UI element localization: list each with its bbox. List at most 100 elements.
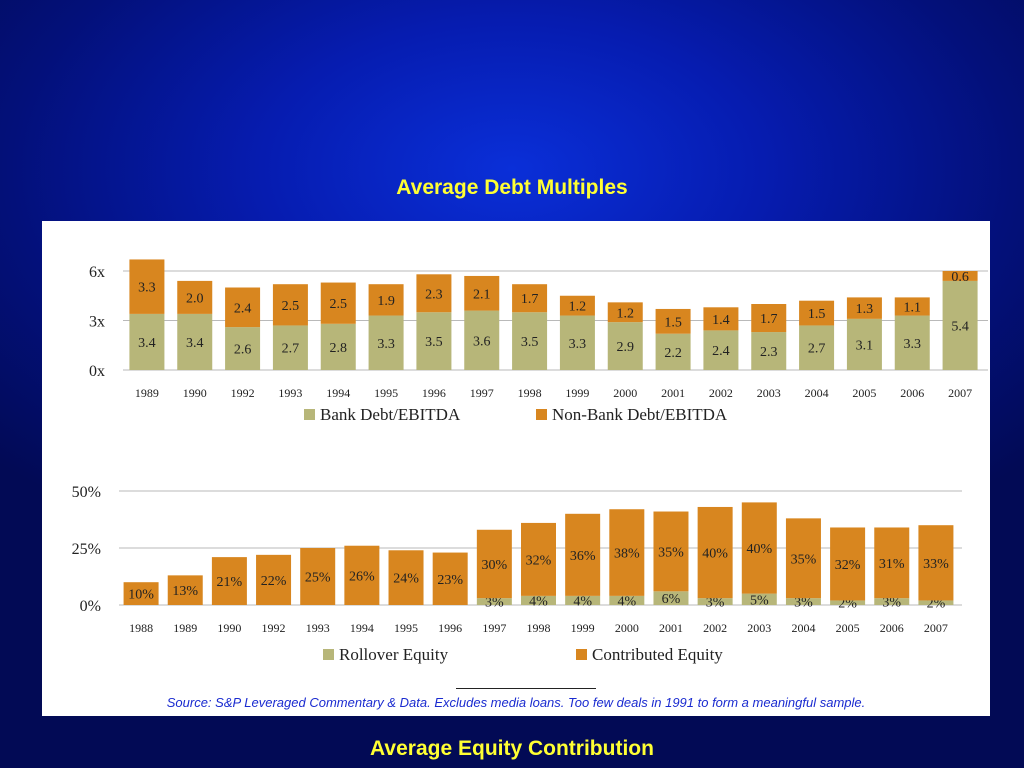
data-label: 2.4	[234, 301, 252, 316]
data-label: 40%	[746, 542, 772, 557]
chart-panel: 0x 3x 6x 3.4 3.3 1989 3.4 2.0 1990 2.6 2.4 1992 2.7 2…	[42, 221, 990, 716]
bar-segment	[300, 548, 336, 605]
data-label: 1.7	[760, 312, 778, 327]
bar-segment	[464, 275, 500, 311]
bar-segment	[942, 280, 978, 370]
bar-segment	[697, 506, 733, 599]
x-tick-label: 1996	[422, 386, 446, 400]
legend-swatch	[304, 409, 315, 420]
bar-segment	[272, 325, 308, 370]
data-label: 21%	[217, 575, 243, 590]
x-tick-label: 1993	[306, 621, 330, 635]
bar-segment	[785, 518, 821, 599]
data-label: 22%	[261, 574, 287, 589]
bar-segment	[565, 595, 601, 605]
bar-segment	[894, 297, 930, 316]
legend-swatch	[323, 649, 334, 660]
data-label: 3.3	[569, 337, 587, 352]
x-tick-label: 2001	[661, 386, 685, 400]
data-label: 1.9	[377, 294, 395, 309]
bar-segment	[123, 582, 159, 605]
data-label: 2.9	[617, 340, 635, 355]
data-label: 1.1	[904, 300, 922, 315]
bar-segment	[368, 315, 404, 370]
x-tick-label: 1998	[527, 621, 551, 635]
data-label: 3.1	[856, 338, 874, 353]
bar-segment	[565, 513, 601, 596]
bar-segment	[830, 600, 866, 605]
bar-segment	[476, 529, 512, 599]
data-label: 1.5	[808, 307, 826, 322]
bar-segment	[874, 527, 910, 599]
bar-segment	[751, 332, 787, 370]
data-label: 1.4	[712, 313, 730, 328]
bar-segment	[607, 322, 643, 370]
bar-segment	[177, 280, 213, 314]
data-label: 6%	[662, 592, 681, 607]
data-label: 3%	[706, 596, 725, 611]
data-label: 4%	[529, 594, 548, 609]
data-label: 25%	[305, 571, 331, 586]
bar-segment	[344, 545, 380, 605]
source-divider	[456, 688, 596, 689]
bar-segment	[368, 284, 404, 316]
data-label: 3.4	[186, 336, 204, 351]
data-label: 2.7	[282, 342, 300, 357]
data-label: 10%	[128, 588, 154, 603]
x-tick-label: 1989	[173, 621, 197, 635]
x-tick-label: 2002	[709, 386, 733, 400]
x-tick-label: 1993	[278, 386, 302, 400]
x-tick-label: 2000	[615, 621, 639, 635]
bar-segment	[609, 509, 645, 596]
bar-segment	[320, 323, 356, 370]
bar-segment	[416, 312, 452, 370]
data-label: 3.5	[521, 335, 539, 350]
bar-segment	[225, 287, 261, 328]
data-label: 2.5	[330, 297, 348, 312]
bar-segment	[653, 511, 689, 592]
data-label: 2.6	[234, 343, 252, 358]
y-tick-label: 50%	[72, 484, 101, 501]
x-tick-label: 2002	[703, 621, 727, 635]
y-tick-label: 3x	[89, 314, 105, 331]
bar-segment	[741, 502, 777, 594]
legend-label: Rollover Equity	[339, 645, 449, 664]
data-label: 2.1	[473, 287, 491, 302]
legend-label: Non-Bank Debt/EBITDA	[552, 405, 728, 424]
bar-segment	[225, 327, 261, 370]
data-label: 26%	[349, 569, 375, 584]
x-tick-label: 1997	[482, 621, 506, 635]
bar-segment	[256, 554, 292, 605]
data-label: 38%	[614, 547, 640, 562]
bar-segment	[559, 315, 595, 370]
data-label: 31%	[879, 557, 905, 572]
bar-segment	[607, 302, 643, 323]
bar-segment	[129, 313, 165, 370]
bar-segment	[609, 595, 645, 605]
data-label: 24%	[393, 572, 419, 587]
legend-swatch	[576, 649, 587, 660]
data-label: 32%	[835, 558, 861, 573]
data-label: 5.4	[951, 319, 969, 334]
data-label: 3.5	[425, 335, 443, 350]
x-tick-label: 1994	[350, 621, 374, 635]
y-tick-label: 0x	[89, 363, 105, 380]
data-label: 35%	[791, 552, 817, 567]
x-tick-label: 1990	[217, 621, 241, 635]
bar-segment	[655, 333, 691, 370]
x-tick-label: 2007	[924, 621, 948, 635]
data-label: 4%	[573, 594, 592, 609]
x-tick-label: 1995	[374, 386, 398, 400]
x-tick-label: 1996	[438, 621, 462, 635]
bar-segment	[751, 304, 787, 333]
x-tick-label: 1995	[394, 621, 418, 635]
bar-segment	[521, 522, 556, 596]
source-note: Source: S&P Leveraged Commentary & Data.…	[166, 695, 866, 710]
x-tick-label: 2005	[852, 386, 876, 400]
legend-label: Bank Debt/EBITDA	[320, 405, 461, 424]
data-label: 32%	[526, 553, 552, 568]
data-label: 1.3	[856, 302, 874, 317]
data-label: 1.5	[664, 315, 682, 330]
bar-segment	[697, 598, 733, 605]
data-label: 2.7	[808, 342, 826, 357]
